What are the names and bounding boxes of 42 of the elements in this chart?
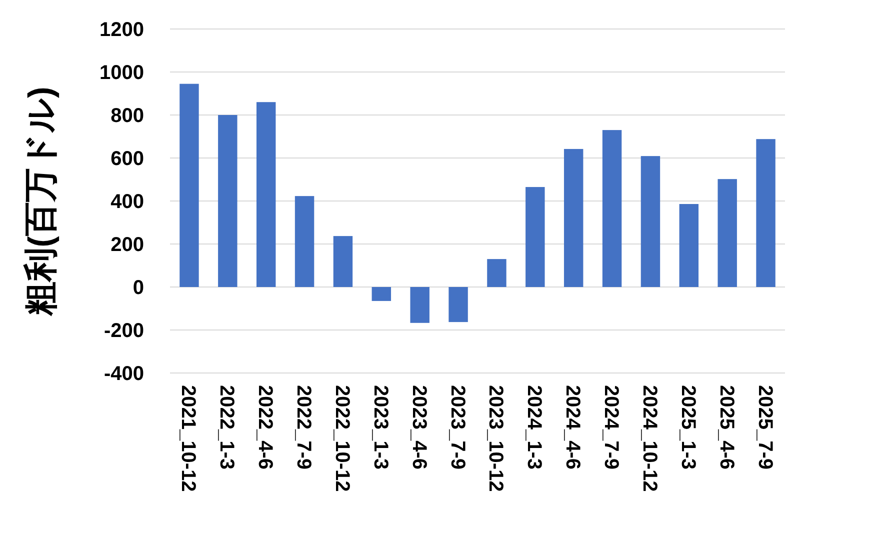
y-tick-label: 200 xyxy=(110,234,144,256)
bar xyxy=(526,187,545,287)
x-tick-label: 2024_7-9 xyxy=(600,385,622,470)
y-tick-label: -400 xyxy=(104,363,144,385)
y-tick-label: 0 xyxy=(132,277,144,299)
y-tick-label: 1000 xyxy=(100,62,144,84)
bar xyxy=(256,102,276,287)
x-tick-label: 2025_4-6 xyxy=(715,385,738,470)
x-tick-label: 2023_7-9 xyxy=(446,385,468,470)
x-tick-label: 2022_7-9 xyxy=(292,385,315,470)
x-tick-label: 2023_10-12 xyxy=(484,385,507,492)
x-tick-label: 2024_10-12 xyxy=(638,385,660,492)
y-tick-label: 400 xyxy=(110,191,144,213)
x-tick-label: 2024_4-6 xyxy=(562,385,584,470)
bar xyxy=(679,204,699,287)
bar xyxy=(410,287,430,323)
bar xyxy=(602,130,622,287)
bar xyxy=(487,259,506,287)
y-tick-label: -200 xyxy=(104,320,144,342)
x-tick-label: 2022_1-3 xyxy=(216,385,238,470)
bar xyxy=(218,115,238,287)
x-tick-label: 2023_4-6 xyxy=(408,385,430,470)
y-tick-label: 1200 xyxy=(100,19,144,41)
x-tick-label: 2022_10-12 xyxy=(330,385,353,492)
bar xyxy=(372,287,392,301)
x-tick-label: 2023_1-3 xyxy=(369,385,392,470)
bar xyxy=(294,196,314,287)
y-tick-label: 600 xyxy=(110,148,144,170)
bar xyxy=(756,139,776,287)
bar xyxy=(180,84,199,287)
x-tick-label: 2022_4-6 xyxy=(254,385,276,470)
x-tick-label: 2021_10-12 xyxy=(177,385,200,492)
bar xyxy=(564,148,584,287)
bar xyxy=(448,287,468,322)
bar xyxy=(640,156,660,287)
x-tick-label: 2024_1-3 xyxy=(523,385,546,470)
x-tick-label: 2025_7-9 xyxy=(754,385,776,470)
y-tick-label: 800 xyxy=(110,105,144,127)
bar xyxy=(718,179,737,287)
y-axis-title: 粗利(百万ドル) xyxy=(22,86,60,316)
x-tick-label: 2025_1-3 xyxy=(676,385,699,470)
bar xyxy=(333,236,353,287)
